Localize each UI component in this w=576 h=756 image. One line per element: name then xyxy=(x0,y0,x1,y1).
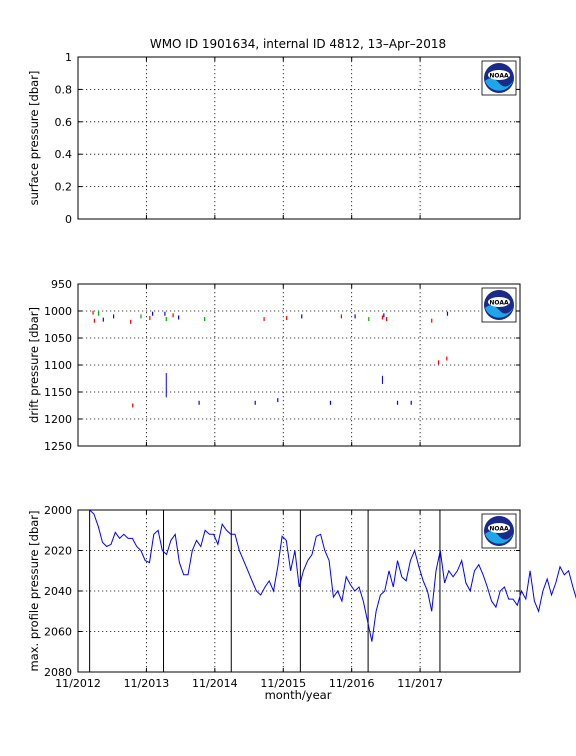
data-point xyxy=(354,314,356,319)
y-tick-label: 2060 xyxy=(44,626,72,639)
data-point xyxy=(446,356,448,361)
data-point xyxy=(132,403,134,408)
y-tick-label: 0.2 xyxy=(55,181,73,194)
data-point xyxy=(177,315,180,320)
data-point xyxy=(381,315,384,320)
y-axis-label: max. profile pressure [dbar] xyxy=(27,510,41,671)
data-point xyxy=(151,311,154,316)
y-axis-label: drift pressure [dbar] xyxy=(27,307,41,423)
data-point xyxy=(203,317,206,322)
data-point xyxy=(165,317,167,322)
x-tick-label: 11/2016 xyxy=(329,677,375,690)
x-tick-label: 11/2012 xyxy=(55,677,101,690)
data-point xyxy=(97,311,100,316)
plot-frame xyxy=(77,56,521,220)
y-tick-label: 2080 xyxy=(44,666,72,679)
noaa-logo-icon: NOAA xyxy=(481,513,517,549)
y-tick-label: 1250 xyxy=(44,440,72,453)
y-tick-label: 1050 xyxy=(44,332,72,345)
data-point xyxy=(92,310,94,315)
data-point xyxy=(301,314,303,319)
x-tick-label: 11/2014 xyxy=(192,677,238,690)
y-tick-label: 0.8 xyxy=(55,83,73,96)
data-point xyxy=(198,400,200,405)
y-tick-label: 1 xyxy=(65,51,72,64)
y-tick-label: 2020 xyxy=(44,545,72,558)
drift-pressure-panel: 950 1000 1050 1100 1150 1200 1250 drift pressur… xyxy=(27,278,521,453)
y-tick-label: 1200 xyxy=(44,413,72,426)
data-point xyxy=(140,314,142,319)
data-point xyxy=(263,317,265,322)
data-point xyxy=(254,400,256,405)
data-point xyxy=(130,319,132,324)
data-point xyxy=(93,318,96,323)
y-tick-label: 0.6 xyxy=(55,116,73,129)
data-point xyxy=(396,400,399,405)
x-axis-label: month/year xyxy=(265,688,332,702)
surface-pressure-panel: 0 0.2 0.4 0.6 0.8 1 surface pressure [dbar] NOA… xyxy=(27,51,521,226)
data-point xyxy=(286,316,288,321)
y-tick-label: 1100 xyxy=(44,359,72,372)
noaa-logo-text: NOAA xyxy=(489,526,509,533)
noaa-logo-icon: NOAA xyxy=(481,60,517,96)
data-point xyxy=(431,318,433,323)
x-tick-label: 11/2017 xyxy=(397,677,443,690)
data-point xyxy=(149,316,151,321)
y-tick-label: 2040 xyxy=(44,585,72,598)
data-point xyxy=(446,311,449,316)
y-tick-label: 1000 xyxy=(44,305,72,318)
x-tick-label: 11/2015 xyxy=(260,677,306,690)
data-point xyxy=(277,398,279,403)
data-point xyxy=(385,317,388,322)
data-point xyxy=(172,313,174,318)
data-point xyxy=(329,400,332,405)
data-point xyxy=(112,314,115,319)
noaa-logo-text: NOAA xyxy=(489,73,509,80)
data-point xyxy=(437,360,440,365)
y-tick-label: 0.4 xyxy=(55,148,73,161)
y-axis-label: surface pressure [dbar] xyxy=(27,71,41,206)
x-tick-label: 11/2013 xyxy=(124,677,170,690)
data-point xyxy=(102,317,104,322)
chart-title: WMO ID 1901634, internal ID 4812, 13–Apr… xyxy=(150,37,446,51)
y-tick-label: 0 xyxy=(65,213,72,226)
y-tick-label: 1150 xyxy=(44,386,72,399)
noaa-logo-icon: NOAA xyxy=(481,287,517,323)
data-point xyxy=(164,311,166,316)
data-point xyxy=(340,314,343,319)
data-point xyxy=(368,317,370,322)
series-line xyxy=(89,509,576,642)
y-tick-label: 950 xyxy=(51,278,72,291)
y-tick-label: 2000 xyxy=(44,504,72,517)
noaa-logo-text: NOAA xyxy=(489,300,509,307)
data-point xyxy=(410,400,412,405)
data-point xyxy=(383,313,385,318)
